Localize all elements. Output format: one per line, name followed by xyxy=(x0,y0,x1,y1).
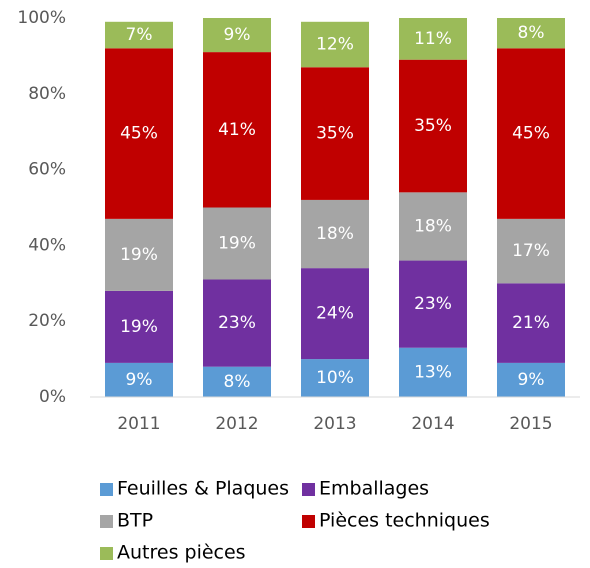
bar-segment xyxy=(301,359,369,397)
bar-segment xyxy=(203,207,271,280)
data-label: 11% xyxy=(414,29,452,49)
x-tick-label: 2012 xyxy=(215,414,258,434)
legend-swatch xyxy=(302,483,315,496)
bar-segment xyxy=(497,362,565,397)
legend-swatch xyxy=(100,547,113,560)
bar-segment xyxy=(105,218,173,291)
data-label: 23% xyxy=(218,313,256,333)
y-tick-label: 0% xyxy=(39,387,66,407)
data-label: 35% xyxy=(316,124,354,144)
data-label: 13% xyxy=(414,362,452,382)
bar-segment xyxy=(399,260,467,348)
data-label: 23% xyxy=(414,294,452,314)
legend-label: Pièces techniques xyxy=(319,510,490,532)
y-tick-label: 80% xyxy=(28,84,66,104)
bar-segment xyxy=(399,192,467,261)
bar-segment xyxy=(301,199,369,269)
legend-label: Autres pièces xyxy=(117,542,246,564)
bar-segment xyxy=(105,21,173,49)
x-tick-label: 2014 xyxy=(411,414,454,434)
data-label: 45% xyxy=(512,124,550,144)
data-label: 8% xyxy=(518,23,545,43)
data-label: 19% xyxy=(218,234,256,254)
data-label: 35% xyxy=(414,116,452,136)
bar-segment xyxy=(203,52,271,208)
legend-swatch xyxy=(302,515,315,528)
legend-label: BTP xyxy=(117,510,153,532)
data-label: 10% xyxy=(316,368,354,388)
legend-label: Emballages xyxy=(319,478,429,500)
data-label: 18% xyxy=(316,224,354,244)
y-tick-label: 20% xyxy=(28,311,66,331)
bar-segment xyxy=(203,366,271,397)
x-tick-label: 2015 xyxy=(509,414,552,434)
legend-label: Feuilles & Plaques xyxy=(117,478,289,500)
bar-segment xyxy=(203,18,271,53)
y-tick-label: 40% xyxy=(28,235,66,255)
data-label: 24% xyxy=(316,304,354,324)
bar-segment xyxy=(301,21,369,68)
bar-segment xyxy=(497,48,565,219)
data-label: 9% xyxy=(224,25,251,45)
data-label: 19% xyxy=(120,245,158,265)
y-tick-label: 60% xyxy=(28,160,66,180)
data-label: 19% xyxy=(120,317,158,337)
data-label: 12% xyxy=(316,35,354,55)
data-label: 8% xyxy=(224,372,251,392)
data-label: 9% xyxy=(126,370,153,390)
bar-segment xyxy=(399,59,467,193)
legend-swatch xyxy=(100,515,113,528)
data-label: 9% xyxy=(518,370,545,390)
bar-segment xyxy=(203,279,271,367)
data-label: 41% xyxy=(218,120,256,140)
y-tick-label: 100% xyxy=(17,8,66,28)
bar-segment xyxy=(399,18,467,60)
bar-segment xyxy=(497,283,565,363)
bar-segment xyxy=(497,18,565,49)
bar-segment xyxy=(301,268,369,360)
data-label: 17% xyxy=(512,241,550,261)
bar-segment xyxy=(105,362,173,397)
bar-segment xyxy=(301,67,369,200)
bar-segment xyxy=(399,347,467,397)
bar-segment xyxy=(497,218,565,284)
data-label: 45% xyxy=(120,124,158,144)
bar-segment xyxy=(105,48,173,219)
x-tick-label: 2011 xyxy=(117,414,160,434)
data-label: 18% xyxy=(414,216,452,236)
data-label: 7% xyxy=(126,25,153,45)
data-label: 21% xyxy=(512,313,550,333)
bar-segment xyxy=(105,290,173,363)
legend-swatch xyxy=(100,483,113,496)
x-tick-label: 2013 xyxy=(313,414,356,434)
